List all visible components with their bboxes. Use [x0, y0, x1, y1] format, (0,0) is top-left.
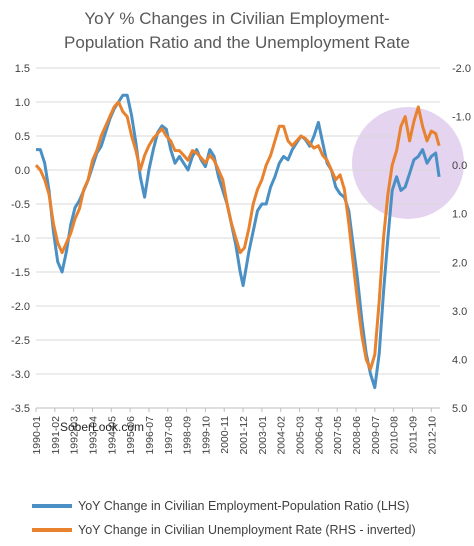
x-tick-label: 2003-01 [257, 416, 269, 455]
chart-title-line-2: Population Ratio and the Unemployment Ra… [64, 33, 410, 52]
right-tick-label: 5.0 [452, 403, 467, 415]
x-tick-label: 1993-04 [87, 416, 99, 455]
left-tick-label: -2.5 [11, 335, 30, 347]
x-tick-label: 2001-12 [238, 416, 250, 455]
x-tick-label: 1991-02 [50, 416, 62, 455]
x-tick-label: 1998-09 [182, 416, 194, 455]
watermark-text: SoberLook.com [60, 420, 144, 434]
x-axis-tick-labels: 1990-01 1991-02 1992-03 1993-04 1994-05 1995-… [31, 408, 438, 455]
left-tick-label: -3.0 [11, 369, 30, 381]
right-tick-label: 2.0 [452, 257, 467, 269]
left-tick-label: 0.5 [15, 131, 30, 143]
x-tick-label: 2006-04 [313, 416, 325, 455]
left-tick-label: -3.5 [11, 403, 30, 415]
employment-ratio-line [36, 93, 441, 390]
x-tick-label: 1994-05 [106, 416, 118, 455]
series-lines [34, 93, 441, 390]
x-tick-label: 2000-11 [219, 416, 231, 454]
left-tick-label: 1.0 [15, 97, 30, 109]
right-tick-label: 0.0 [452, 160, 467, 172]
x-tick-label: 2009-07 [370, 416, 382, 455]
legend-label-unemployment: YoY Change in Civilian Unemployment Rate… [78, 523, 416, 537]
right-tick-label: -1.0 [452, 112, 471, 124]
left-tick-label: -0.5 [11, 199, 30, 211]
x-tick-label: 1996-07 [144, 416, 156, 455]
right-axis-tick-labels: -2.0 -1.0 0.0 1.0 2.0 3.0 4.0 5.0 [452, 63, 471, 415]
left-axis-tick-labels: 1.5 1.0 0.5 0.0 -0.5 -1.0 -1.5 -2.0 -2.5 -3.0 -3.5 [11, 63, 30, 415]
x-tick-label: 2008-06 [351, 416, 363, 455]
x-tick-label: 2010-08 [389, 416, 401, 455]
right-tick-label: 4.0 [452, 354, 467, 366]
legend: YoY Change in Civilian Employment-Popula… [32, 499, 416, 537]
left-tick-label: 1.5 [15, 63, 30, 75]
legend-label-employment: YoY Change in Civilian Employment-Popula… [78, 499, 409, 513]
x-tick-label: 1999-10 [200, 416, 212, 455]
x-tick-label: 2012-10 [426, 416, 438, 455]
left-tick-label: 0.0 [15, 165, 30, 177]
chart-title: YoY % Changes in Civilian Employment- Po… [64, 9, 410, 52]
right-tick-label: -2.0 [452, 63, 471, 75]
right-tick-label: 3.0 [452, 306, 467, 318]
unemployment-rate-line [34, 100, 441, 371]
gridlines [36, 67, 440, 409]
chart-title-line-1: YoY % Changes in Civilian Employment- [84, 9, 389, 28]
right-tick-label: 1.0 [452, 209, 467, 221]
x-tick-label: 2005-03 [295, 416, 307, 455]
x-tick-label: 2004-02 [276, 416, 288, 455]
left-tick-label: -1.0 [11, 233, 30, 245]
x-tick-label: 1997-08 [163, 416, 175, 455]
x-tick-label: 1995-06 [125, 416, 137, 455]
x-tick-label: 2011-09 [407, 416, 419, 454]
left-tick-label: -2.0 [11, 301, 30, 313]
x-tick-label: 1990-01 [31, 416, 43, 455]
x-tick-label: 2007-05 [332, 416, 344, 455]
x-tick-label: 1992-03 [69, 416, 81, 455]
left-tick-label: -1.5 [11, 267, 30, 279]
